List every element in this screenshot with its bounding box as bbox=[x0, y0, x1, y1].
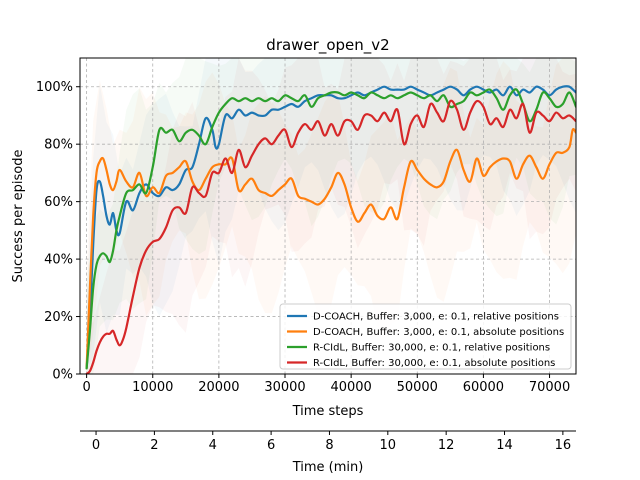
legend-label-2: D-COACH, Buffer: 3,000, e: 0.1, absolute… bbox=[313, 327, 564, 338]
secondary-x-tick-label: 8 bbox=[325, 438, 333, 453]
y-tick-label: 100% bbox=[36, 80, 73, 95]
secondary-x-tick-label: 10 bbox=[380, 438, 397, 453]
series-line-1 bbox=[85, 85, 576, 370]
x-tick-label: 0 bbox=[82, 380, 90, 395]
secondary-x-tick-label: 2 bbox=[150, 438, 158, 453]
y-tick-label: 80% bbox=[44, 138, 73, 153]
secondary-x-tick-label: 16 bbox=[555, 438, 572, 453]
y-tick-label: 60% bbox=[44, 195, 73, 210]
y-tick-label: 20% bbox=[44, 310, 73, 325]
secondary-x-tick-label: 14 bbox=[496, 438, 513, 453]
y-axis-label: Success per episode bbox=[11, 149, 26, 282]
secondary-x-axis-ticks: 0 2 4 6 8 10 12 14 16 bbox=[92, 431, 571, 453]
legend-box bbox=[279, 303, 572, 370]
legend-label-1: D-COACH, Buffer: 3,000, e: 0.1, relative… bbox=[313, 312, 559, 323]
x-tick-label: 40000 bbox=[330, 380, 371, 395]
secondary-x-tick-label: 0 bbox=[92, 438, 100, 453]
series-line-2 bbox=[85, 128, 576, 370]
legend: D-COACH, Buffer: 3,000, e: 0.1, relative… bbox=[279, 303, 572, 370]
x-axis-ticks: 0 10000 20000 30000 40000 50000 60000 70000 bbox=[82, 374, 570, 395]
secondary-x-axis-label: Time (min) bbox=[292, 460, 364, 475]
confidence-band bbox=[86, 58, 576, 374]
secondary-x-tick-label: 6 bbox=[267, 438, 275, 453]
series-lines bbox=[85, 85, 576, 374]
x-axis-label: Time steps bbox=[292, 404, 364, 419]
x-tick-label: 30000 bbox=[264, 380, 305, 395]
y-tick-label: 40% bbox=[44, 253, 73, 268]
x-tick-label: 50000 bbox=[397, 380, 438, 395]
series-line-3 bbox=[85, 88, 576, 370]
y-tick-label: 0% bbox=[52, 368, 73, 383]
legend-label-4: R-CIdL, Buffer: 30,000, e: 0.1, absolute… bbox=[313, 358, 555, 369]
legend-label-3: R-CIdL, Buffer: 30,000, e: 0.1, relative… bbox=[313, 343, 550, 354]
x-tick-label: 60000 bbox=[463, 380, 504, 395]
secondary-x-tick-label: 12 bbox=[438, 438, 455, 453]
series-line-4 bbox=[85, 99, 576, 374]
chart-title: drawer_open_v2 bbox=[266, 36, 389, 55]
x-tick-label: 10000 bbox=[132, 380, 173, 395]
y-axis-ticks: 0% 20% 40% 60% 80% 100% bbox=[36, 80, 80, 383]
secondary-x-tick-label: 4 bbox=[209, 438, 217, 453]
x-tick-label: 20000 bbox=[198, 380, 239, 395]
plot-frame bbox=[79, 57, 577, 375]
x-tick-label: 70000 bbox=[529, 380, 570, 395]
